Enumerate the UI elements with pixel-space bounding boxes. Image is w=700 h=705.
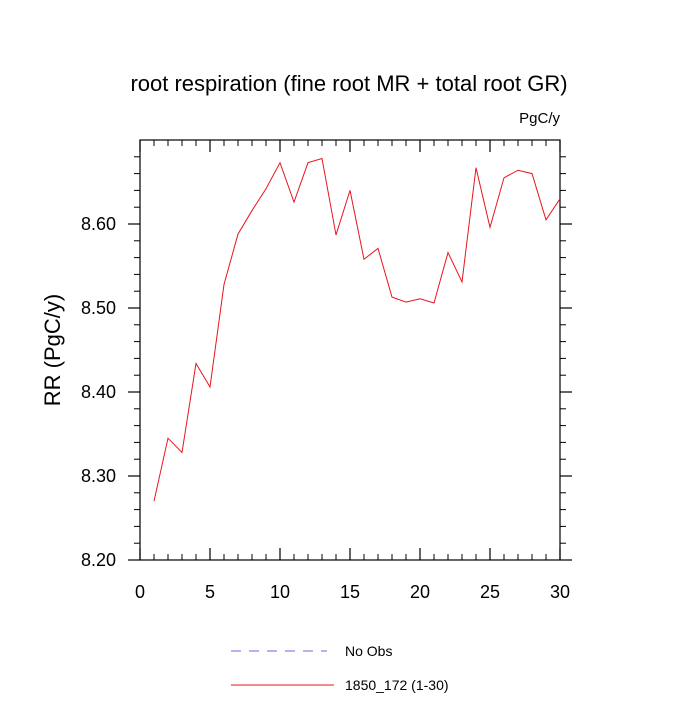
y-tick-label: 8.20: [81, 550, 116, 570]
x-tick-label: 25: [480, 582, 500, 602]
units-label: PgC/y: [519, 110, 560, 127]
x-tick-label: 5: [205, 582, 215, 602]
x-tick-label: 20: [410, 582, 430, 602]
x-tick-label: 30: [550, 582, 570, 602]
legend-label: 1850_172 (1-30): [345, 677, 449, 693]
axis-ticks: [128, 140, 572, 561]
y-tick-label: 8.60: [81, 214, 116, 234]
legend: No Obs 1850_172 (1-30): [231, 643, 449, 693]
y-axis-label: RR (PgC/y): [40, 294, 65, 406]
x-tick-label: 10: [270, 582, 290, 602]
y-tick-label: 8.30: [81, 466, 116, 486]
series-lines: [153, 157, 561, 502]
x-tick-label: 0: [135, 582, 145, 602]
axis-tick-labels: 0 5 10 15 20 25 30 8.20 8.30 8.40 8.50 8.60: [81, 214, 570, 602]
legend-label: No Obs: [345, 643, 392, 659]
y-tick-label: 8.40: [81, 382, 116, 402]
y-tick-label: 8.50: [81, 298, 116, 318]
series-line: [153, 157, 561, 502]
chart-title: root respiration (fine root MR + total r…: [130, 71, 567, 96]
x-tick-label: 15: [340, 582, 360, 602]
